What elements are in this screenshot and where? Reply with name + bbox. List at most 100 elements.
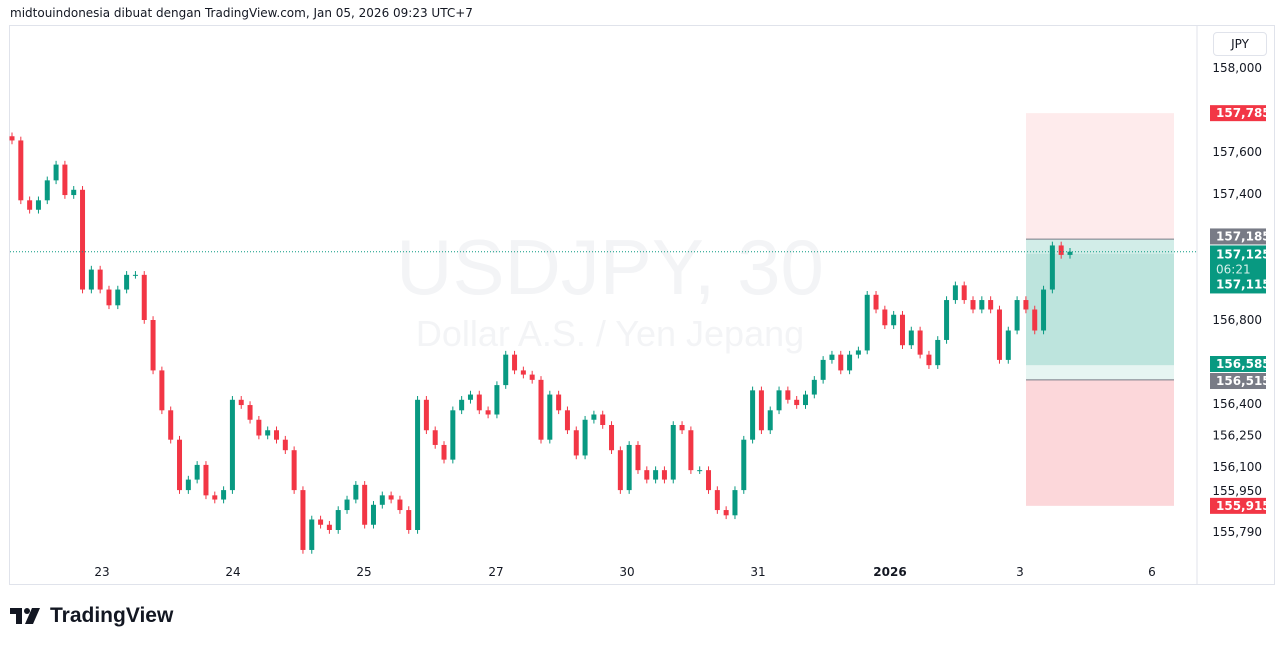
candle-body <box>679 425 685 431</box>
candle-body <box>670 425 676 480</box>
tradingview-logo[interactable]: TradingView <box>10 604 173 628</box>
candle-body <box>9 136 15 141</box>
candle <box>996 305 1002 364</box>
price-tick: 156,800 <box>1212 313 1262 327</box>
candle <box>732 486 738 520</box>
candle <box>62 160 68 199</box>
candle <box>406 506 412 534</box>
candle-body <box>1005 330 1011 360</box>
candle <box>450 406 456 464</box>
candle-body <box>441 444 447 460</box>
candle-body <box>88 269 94 290</box>
candle-body <box>732 490 738 516</box>
candle-body <box>600 414 606 425</box>
candle-body <box>917 330 923 355</box>
price-tick: 156,250 <box>1212 429 1262 443</box>
candle <box>185 475 191 494</box>
candle-body <box>300 490 306 550</box>
chart-header: midtouindonesia dibuat dengan TradingVie… <box>10 6 473 20</box>
candle-body <box>247 405 253 420</box>
candle <box>829 350 835 364</box>
candle <box>388 491 394 504</box>
candle <box>124 271 130 294</box>
candle-body <box>150 320 156 371</box>
time-axis[interactable]: 23 24 25 27 30 31 2026 3 6 <box>94 565 1155 579</box>
candle-body <box>353 484 359 500</box>
candle <box>988 296 994 314</box>
time-tick: 25 <box>356 565 371 579</box>
currency-button[interactable]: JPY <box>1213 32 1267 56</box>
candle-body <box>653 470 659 480</box>
candle <box>379 491 385 509</box>
candle <box>9 132 15 145</box>
candle-body <box>132 274 138 276</box>
candle <box>326 520 332 534</box>
long-target-zone <box>1026 253 1174 380</box>
candle <box>617 446 623 494</box>
candle <box>556 390 562 415</box>
candle-body <box>617 450 623 491</box>
candle <box>203 461 209 500</box>
candle <box>291 446 297 494</box>
candle <box>221 486 227 504</box>
candles <box>9 132 1197 554</box>
candle <box>653 466 659 484</box>
candle-body <box>520 370 526 375</box>
price-label-bg <box>1210 373 1266 389</box>
candle-body <box>741 439 747 491</box>
candle <box>106 285 112 310</box>
position-tools[interactable] <box>1026 113 1174 506</box>
candle <box>706 466 712 494</box>
candle <box>855 346 861 359</box>
candle <box>661 466 667 484</box>
candle <box>370 501 376 529</box>
candle <box>926 350 932 369</box>
candle <box>512 350 518 375</box>
candle <box>88 265 94 294</box>
price-label: 155,915 <box>1216 499 1271 513</box>
candle-body <box>185 479 191 491</box>
candle <box>503 350 509 389</box>
candle-body <box>767 410 773 431</box>
candle <box>229 396 235 494</box>
candle-body <box>706 470 712 491</box>
price-axis[interactable]: 158,000 157,600 157,400 156,800 156,400 156,2… <box>1196 26 1262 584</box>
candle-body <box>485 410 491 415</box>
price-tick: 156,400 <box>1212 397 1262 411</box>
candle-body <box>847 354 853 371</box>
candle <box>1041 285 1047 335</box>
candle <box>626 441 632 494</box>
short-stop-zone <box>1026 113 1174 240</box>
candle <box>776 386 782 415</box>
candle-body <box>1032 309 1038 331</box>
time-tick: 27 <box>488 565 503 579</box>
candle-body <box>106 289 112 306</box>
candle-body <box>952 285 958 301</box>
candle-body <box>388 495 394 500</box>
candle-body <box>450 410 456 460</box>
time-tick: 30 <box>619 565 634 579</box>
candle <box>344 495 350 514</box>
candle <box>335 506 341 534</box>
candle-body <box>758 390 764 431</box>
candle <box>917 326 923 359</box>
candle-body <box>996 309 1002 360</box>
candle-body <box>661 470 667 480</box>
candle <box>132 271 138 279</box>
candle <box>952 281 958 304</box>
time-tick: 3 <box>1016 565 1024 579</box>
candle-body <box>335 510 341 530</box>
candle-body <box>609 425 615 451</box>
candle-body <box>221 490 227 500</box>
candle <box>714 486 720 514</box>
candle <box>35 196 41 214</box>
time-tick: 24 <box>225 565 240 579</box>
candle-body <box>591 414 597 420</box>
candle-body <box>512 354 518 371</box>
candle <box>644 466 650 484</box>
candle-body <box>564 410 570 431</box>
candle <box>238 396 244 409</box>
candle-body <box>944 300 950 340</box>
candle <box>150 316 156 375</box>
